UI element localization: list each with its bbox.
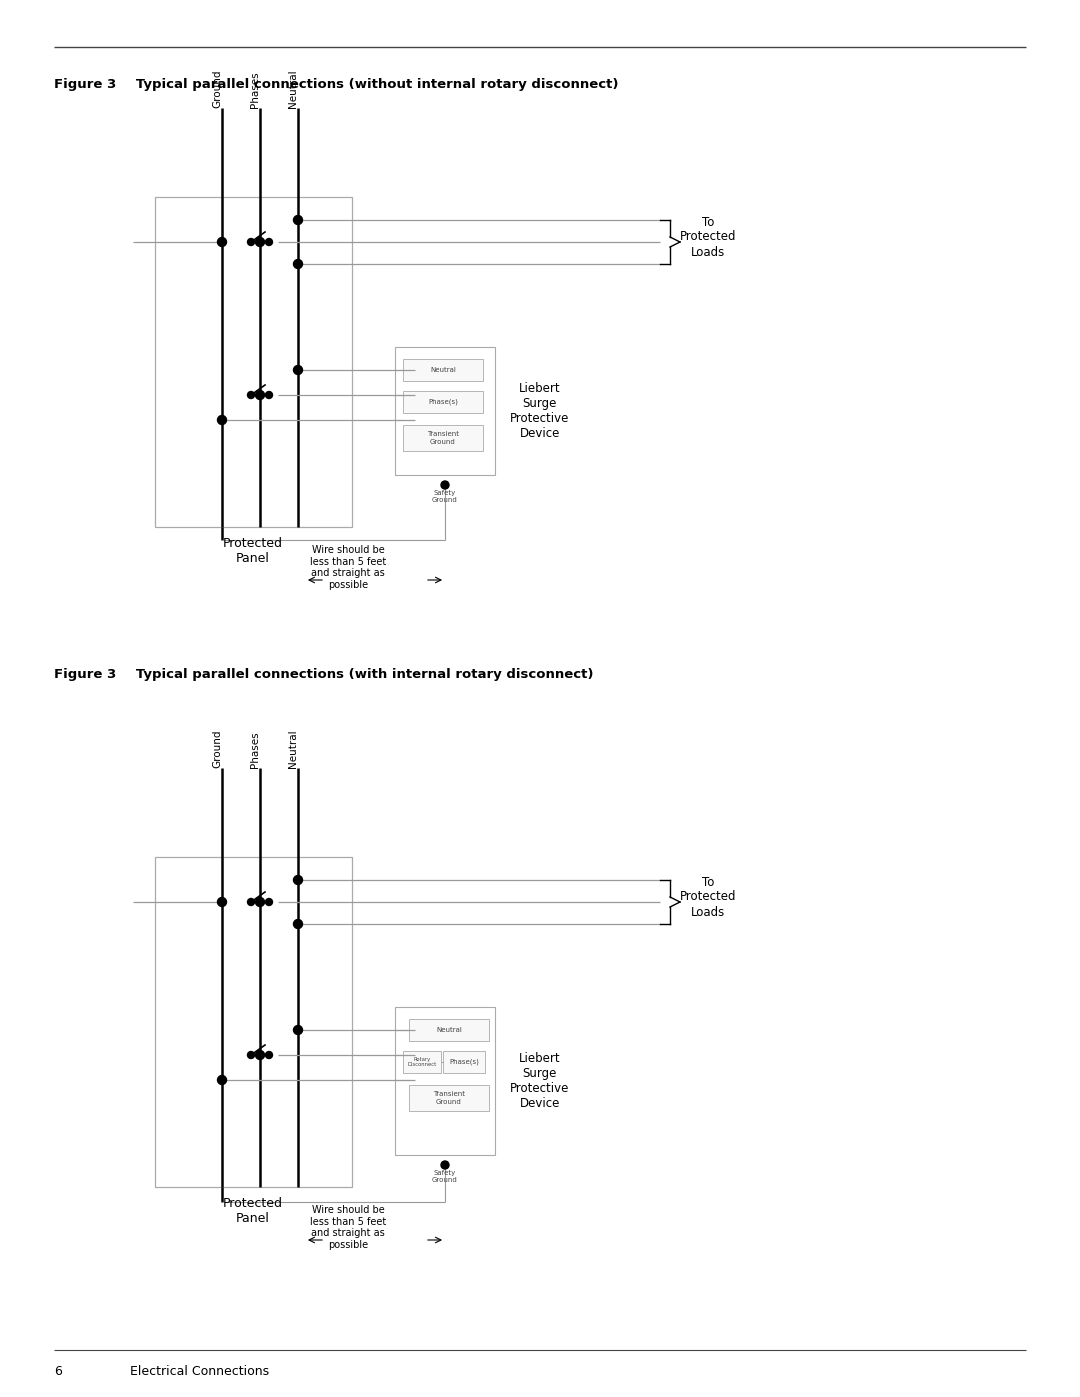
- Text: Wire should be
less than 5 feet
and straight as
possible: Wire should be less than 5 feet and stra…: [310, 545, 387, 590]
- Text: Electrical Connections: Electrical Connections: [130, 1365, 269, 1377]
- Text: Phases: Phases: [249, 732, 260, 768]
- Circle shape: [247, 898, 255, 905]
- Circle shape: [256, 1051, 265, 1059]
- Text: Neutral: Neutral: [436, 1027, 462, 1032]
- Text: Rotary
Disconnect: Rotary Disconnect: [407, 1056, 436, 1067]
- Text: Neutral: Neutral: [288, 70, 298, 108]
- Text: Phase(s): Phase(s): [449, 1059, 478, 1066]
- Bar: [395, 1007, 495, 1155]
- Circle shape: [256, 237, 265, 246]
- Text: Protected
Panel: Protected Panel: [222, 1197, 283, 1225]
- Bar: [443, 1051, 485, 1073]
- Bar: [409, 1085, 489, 1111]
- Circle shape: [266, 898, 272, 905]
- Circle shape: [441, 1161, 449, 1169]
- Circle shape: [256, 897, 265, 907]
- Circle shape: [247, 239, 255, 246]
- Text: To
Protected
Loads: To Protected Loads: [680, 876, 737, 918]
- Circle shape: [294, 366, 302, 374]
- Bar: [403, 391, 483, 414]
- Text: Neutral: Neutral: [430, 367, 456, 373]
- Text: Safety
Ground: Safety Ground: [432, 1171, 458, 1183]
- Text: Wire should be
less than 5 feet
and straight as
possible: Wire should be less than 5 feet and stra…: [310, 1206, 387, 1250]
- Text: Transient
Ground: Transient Ground: [427, 432, 459, 444]
- Bar: [395, 346, 495, 475]
- Bar: [403, 425, 483, 451]
- Text: Protected
Panel: Protected Panel: [222, 536, 283, 564]
- Text: Safety
Ground: Safety Ground: [432, 490, 458, 503]
- Text: Figure 3: Figure 3: [54, 78, 117, 91]
- Circle shape: [294, 260, 302, 268]
- Bar: [156, 856, 352, 1187]
- Text: Liebert
Surge
Protective
Device: Liebert Surge Protective Device: [510, 381, 569, 440]
- Text: Typical parallel connections (with internal rotary disconnect): Typical parallel connections (with inter…: [122, 668, 594, 680]
- Circle shape: [294, 876, 302, 884]
- Circle shape: [266, 391, 272, 398]
- Circle shape: [217, 897, 227, 907]
- Text: Liebert
Surge
Protective
Device: Liebert Surge Protective Device: [510, 1052, 569, 1111]
- Bar: [156, 197, 352, 527]
- Circle shape: [247, 391, 255, 398]
- Circle shape: [217, 415, 227, 425]
- Circle shape: [294, 215, 302, 225]
- Bar: [409, 1018, 489, 1041]
- Text: Transient
Ground: Transient Ground: [433, 1091, 465, 1105]
- Circle shape: [266, 239, 272, 246]
- Circle shape: [266, 1052, 272, 1059]
- Text: Phase(s): Phase(s): [428, 398, 458, 405]
- Bar: [403, 1051, 441, 1073]
- Circle shape: [256, 391, 265, 400]
- Circle shape: [247, 1052, 255, 1059]
- Text: Neutral: Neutral: [288, 729, 298, 768]
- Text: Ground: Ground: [212, 729, 222, 768]
- Text: 6: 6: [54, 1365, 62, 1377]
- Circle shape: [217, 1076, 227, 1084]
- Text: Typical parallel connections (without internal rotary disconnect): Typical parallel connections (without in…: [122, 78, 619, 91]
- Bar: [403, 359, 483, 381]
- Text: Phases: Phases: [249, 71, 260, 108]
- Text: Figure 3: Figure 3: [54, 668, 117, 680]
- Circle shape: [294, 1025, 302, 1035]
- Text: To
Protected
Loads: To Protected Loads: [680, 215, 737, 258]
- Circle shape: [441, 481, 449, 489]
- Text: Ground: Ground: [212, 70, 222, 108]
- Circle shape: [217, 237, 227, 246]
- Circle shape: [294, 919, 302, 929]
